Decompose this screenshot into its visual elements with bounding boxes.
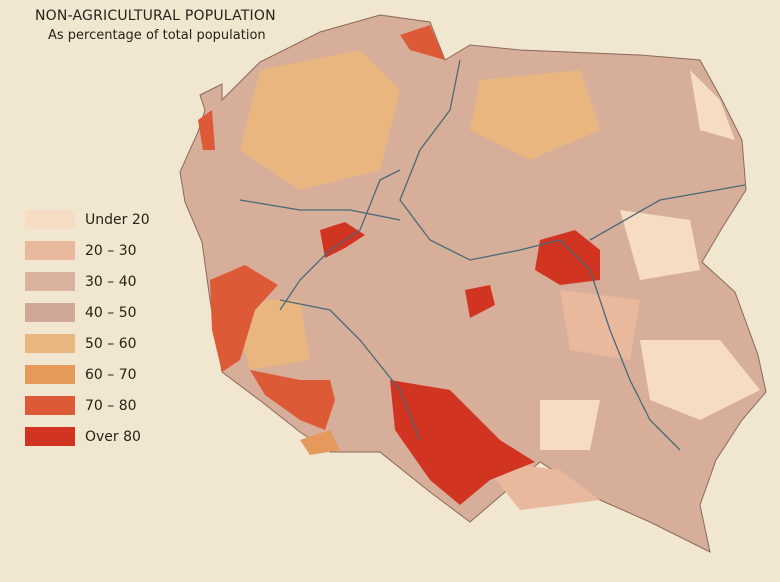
legend-item: 50 – 60 — [25, 328, 150, 359]
legend: Under 20 20 – 30 30 – 40 40 – 50 50 – 60… — [25, 204, 150, 452]
legend-label: 50 – 60 — [85, 335, 137, 352]
legend-swatch — [25, 396, 75, 415]
legend-item: 70 – 80 — [25, 390, 150, 421]
legend-label: Over 80 — [85, 428, 141, 445]
legend-swatch — [25, 334, 75, 353]
rivers — [239, 59, 746, 451]
map-title: NON-AGRICULTURAL POPULATION — [35, 8, 276, 24]
legend-item: 40 – 50 — [25, 297, 150, 328]
legend-item: 30 – 40 — [25, 266, 150, 297]
legend-label: 40 – 50 — [85, 304, 137, 321]
legend-swatch — [25, 303, 75, 322]
legend-swatch — [25, 427, 75, 446]
legend-item: Under 20 — [25, 204, 150, 235]
legend-label: 20 – 30 — [85, 242, 137, 259]
legend-item: 60 – 70 — [25, 359, 150, 390]
regions — [198, 25, 760, 510]
legend-swatch — [25, 241, 75, 260]
legend-item: 20 – 30 — [25, 235, 150, 266]
map-subtitle: As percentage of total population — [48, 28, 266, 43]
legend-swatch — [25, 272, 75, 291]
legend-label: 70 – 80 — [85, 397, 137, 414]
legend-swatch — [25, 210, 75, 229]
legend-label: 60 – 70 — [85, 366, 137, 383]
legend-item: Over 80 — [25, 421, 150, 452]
legend-swatch — [25, 365, 75, 384]
legend-label: 30 – 40 — [85, 273, 137, 290]
legend-label: Under 20 — [85, 211, 150, 228]
